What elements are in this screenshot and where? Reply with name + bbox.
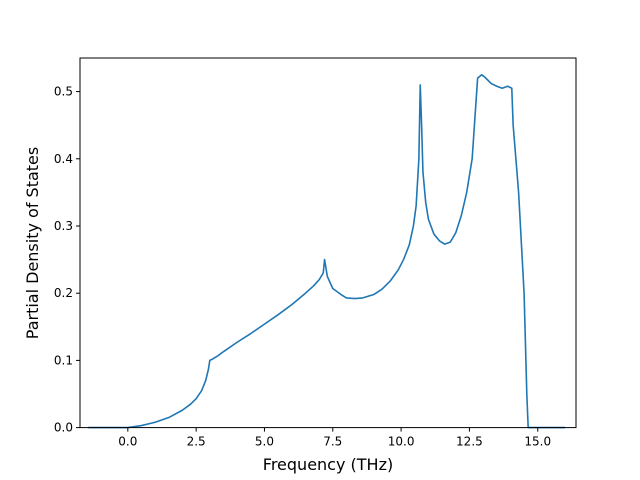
x-tick-label: 10.0 <box>388 435 415 449</box>
y-tick-label: 0.4 <box>54 152 73 166</box>
x-axis-label: Frequency (THz) <box>263 455 393 474</box>
plot-frame <box>79 57 577 429</box>
x-tick-label: 12.5 <box>456 435 483 449</box>
y-tick-label: 0.0 <box>54 421 73 435</box>
x-tick-label: 7.5 <box>323 435 342 449</box>
plot-layer <box>88 74 566 429</box>
x-axis: 0.0 2.5 5.0 7.5 10.0 12.5 15.0 <box>118 427 551 449</box>
y-tick-label: 0.3 <box>54 219 73 233</box>
y-axis-label: Partial Density of States <box>23 147 42 339</box>
x-tick-label: 5.0 <box>255 435 274 449</box>
y-axis: 0.0 0.1 0.2 0.3 0.4 0.5 <box>54 85 80 435</box>
y-tick-label: 0.1 <box>54 353 73 367</box>
x-tick-label: 0.0 <box>118 435 137 449</box>
y-tick-label: 0.5 <box>54 85 73 99</box>
series-line-0 <box>88 74 566 429</box>
y-tick-label: 0.2 <box>54 286 73 300</box>
x-tick-label: 15.0 <box>524 435 551 449</box>
x-tick-label: 2.5 <box>187 435 206 449</box>
